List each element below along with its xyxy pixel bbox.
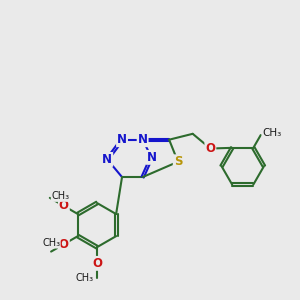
Text: CH₃: CH₃ [262,128,281,138]
Text: O: O [206,142,215,155]
Text: CH₃: CH₃ [51,191,69,201]
Text: O: O [59,200,69,212]
Text: N: N [117,133,127,146]
Text: O: O [59,238,69,251]
Text: S: S [174,155,182,168]
Text: CH₃: CH₃ [75,273,94,283]
Text: N: N [146,151,157,164]
Text: N: N [138,133,148,146]
Text: N: N [102,153,112,166]
Text: O: O [92,257,102,270]
Text: CH₃: CH₃ [42,238,60,248]
